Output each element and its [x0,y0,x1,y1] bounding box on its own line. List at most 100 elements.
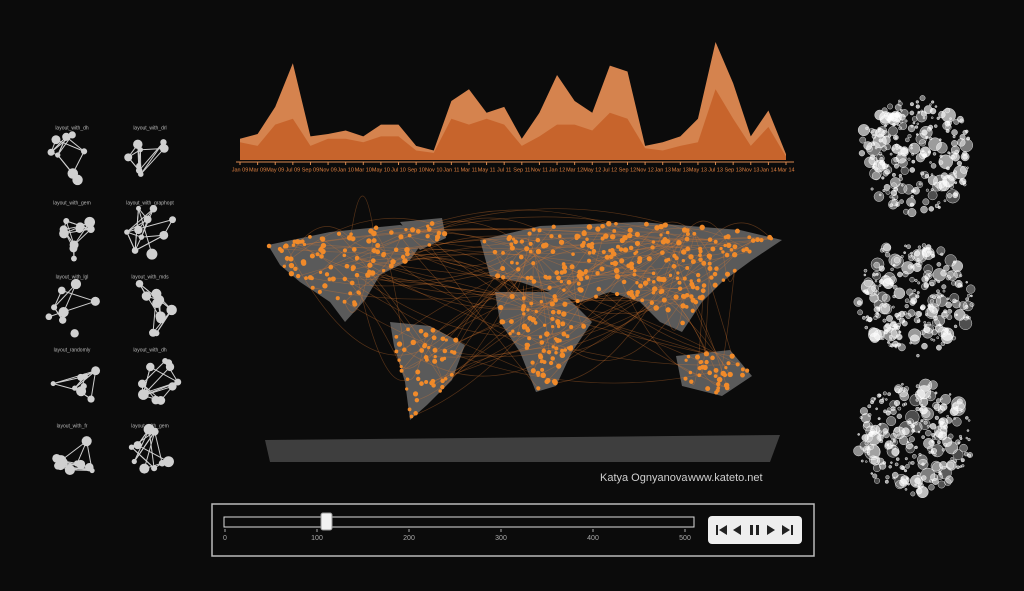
city [575,298,580,304]
pack-circle [954,279,963,288]
city [574,236,579,241]
city [537,353,543,358]
pack-circle [881,176,885,180]
pack-circle [937,205,941,209]
city [515,267,521,272]
x-tick-label: Nov 13 [742,167,759,173]
city [288,262,295,269]
pack-circle [857,309,863,316]
city [613,267,620,274]
btn-first[interactable] [716,525,727,535]
city [660,276,667,283]
city [676,271,680,275]
city [606,221,612,227]
city [342,253,347,258]
pack-circle [928,124,934,130]
city [295,273,301,279]
city [482,239,487,244]
city [438,389,442,393]
btn-play[interactable] [767,525,775,535]
city [399,368,404,373]
city [388,263,394,269]
pack-circle [887,134,892,138]
city [725,234,731,240]
city [713,367,719,373]
city [594,294,598,299]
btn-back[interactable] [733,525,741,535]
pack-circle [952,299,961,309]
city [424,380,429,385]
node [59,225,68,234]
pack-circle [909,341,912,345]
pack-circle [886,315,893,322]
pack-circle [899,199,904,204]
pack-circle [940,252,944,256]
arc [719,270,735,380]
city [500,265,506,272]
pack-circle [915,260,923,268]
pack-circle [877,128,881,132]
slider-tick-label: 0 [223,535,227,542]
pack-circle [873,191,885,202]
city [709,275,714,280]
pack-circle [967,438,971,442]
city [302,242,307,247]
btn-pause[interactable] [750,525,759,535]
btn-last[interactable] [782,525,793,535]
slider-track[interactable] [223,516,695,528]
x-tick-label: Jan 14 [760,167,777,173]
city [556,275,561,281]
city [550,249,556,255]
pack-circle [926,424,930,428]
arc [352,235,630,270]
edge [141,360,166,385]
pack-circle [915,104,920,109]
pack-circle [953,309,966,321]
city [508,332,512,336]
pack-circle [859,407,868,416]
city [368,228,374,234]
node [51,135,61,145]
city [692,231,697,236]
city [649,300,655,306]
arc [563,246,688,291]
pack-circle [864,156,876,168]
city [366,238,372,244]
edge [48,300,96,318]
pack-circle [910,491,916,497]
city [696,278,701,283]
city [371,248,377,254]
city [298,240,303,244]
city [551,224,556,229]
pack-circle [895,152,907,164]
edge [133,431,156,462]
pack-circle [943,199,947,203]
arc [442,242,680,382]
pack-circle [957,115,964,123]
pack-circle [911,116,918,122]
city [529,275,533,279]
city [429,221,435,226]
arc [484,241,685,315]
pack-circle [886,407,892,413]
city [644,221,649,227]
pack-circle [953,324,958,329]
arc [404,349,542,377]
pack-circle [925,188,929,192]
pack-circle [902,427,910,436]
city [689,379,694,384]
pack-circle [919,378,933,392]
node [166,304,177,316]
city [499,319,505,325]
city [396,341,403,347]
slider-handle[interactable] [320,512,333,531]
city [566,346,571,350]
pack-circle [939,154,943,158]
city [509,293,515,299]
pack-circle [889,113,898,122]
arc [290,217,433,260]
x-tick-label: Mar 12 [566,167,583,173]
city [400,254,406,260]
arc [398,334,427,381]
city [651,280,656,284]
